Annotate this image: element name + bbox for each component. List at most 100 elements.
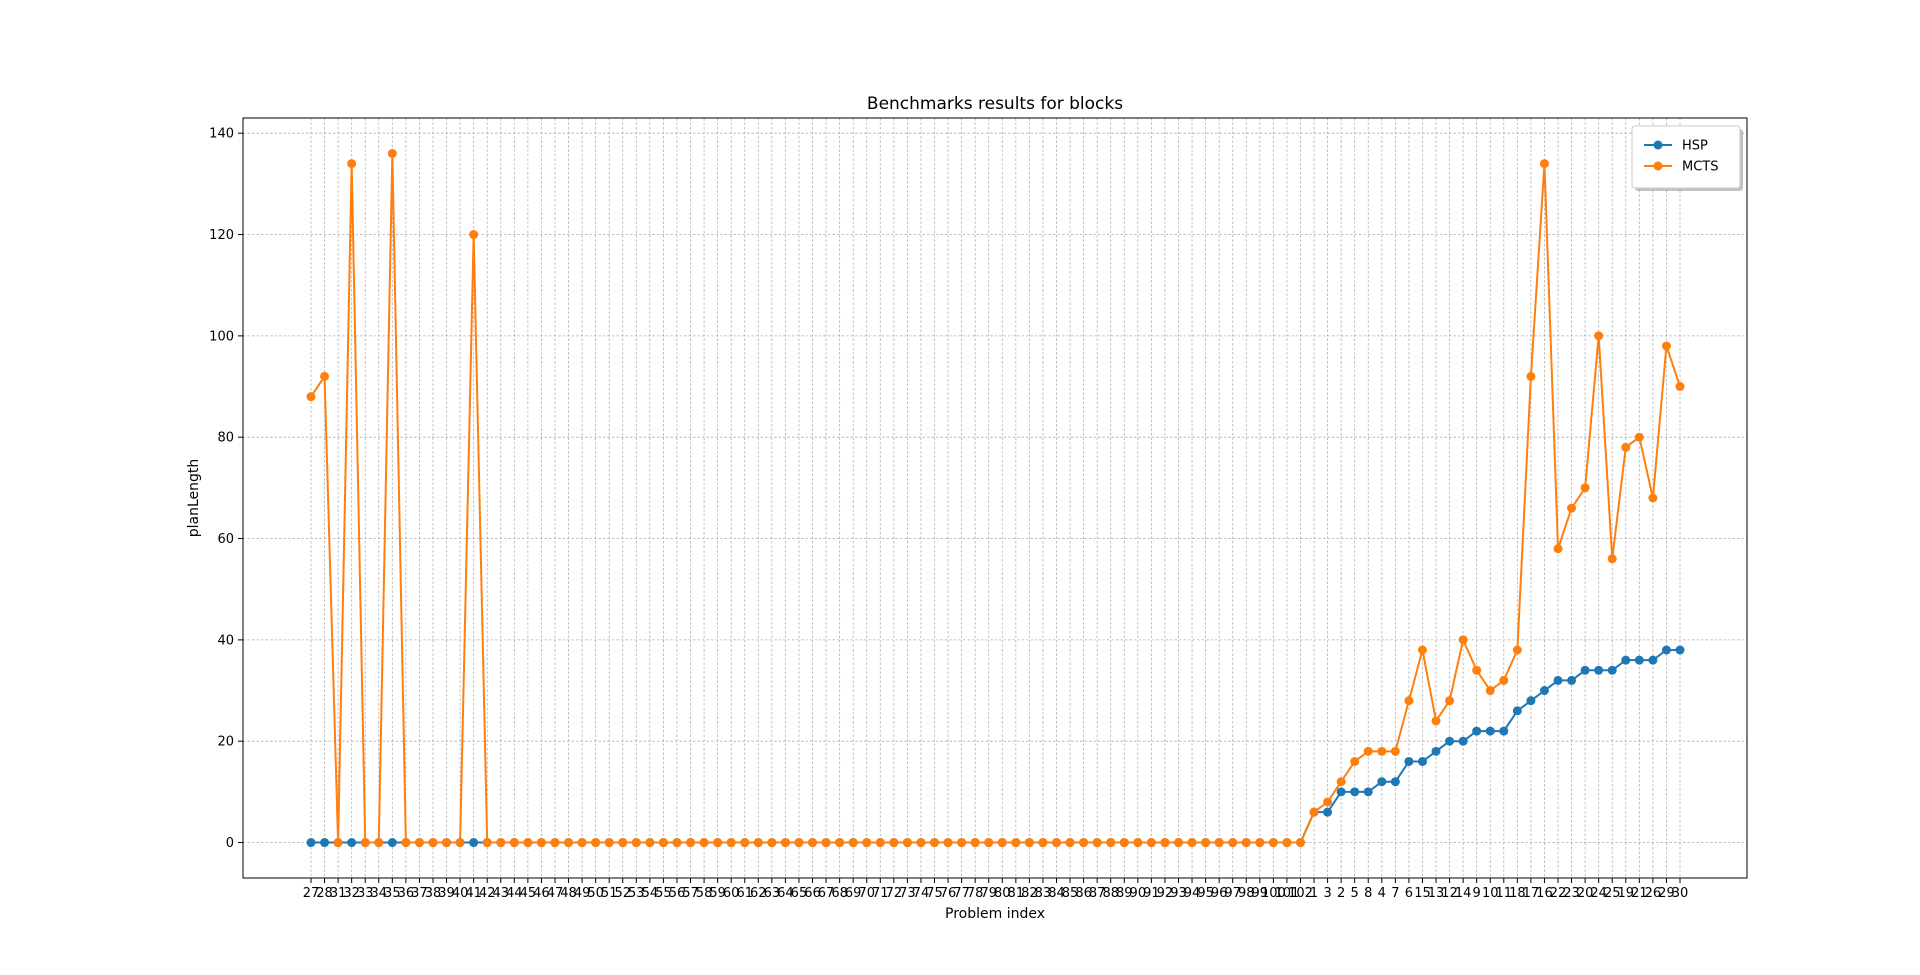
data-point-mcts <box>957 838 967 848</box>
x-tick-label: 55 <box>655 886 672 901</box>
y-tick-label: 140 <box>209 127 234 142</box>
y-tick-label: 0 <box>226 836 234 851</box>
x-tick-label: 4 <box>1378 886 1386 901</box>
data-point-mcts <box>1160 838 1170 848</box>
data-point-hsp <box>1553 675 1563 685</box>
data-point-hsp <box>1485 726 1495 736</box>
data-point-mcts <box>1404 696 1414 706</box>
data-point-mcts <box>1106 838 1116 848</box>
data-point-hsp <box>1417 756 1427 766</box>
data-point-mcts <box>1607 554 1617 564</box>
data-point-mcts <box>604 838 614 848</box>
x-tick-label: 47 <box>547 886 564 901</box>
data-point-mcts <box>523 838 533 848</box>
data-point-mcts <box>347 159 357 169</box>
data-point-mcts <box>1214 838 1224 848</box>
x-tick-label: 72 <box>886 886 903 901</box>
data-point-hsp <box>1675 645 1685 655</box>
legend: HSP MCTS <box>1631 125 1743 191</box>
x-tick-label: 11 <box>1496 886 1513 901</box>
data-point-mcts <box>401 838 411 848</box>
x-tick-label: 53 <box>628 886 645 901</box>
y-tick-label: 120 <box>209 228 234 243</box>
data-point-hsp <box>1594 665 1604 675</box>
x-tick-label: 36 <box>398 886 415 901</box>
data-point-mcts <box>686 838 696 848</box>
x-tick-label: 65 <box>791 886 808 901</box>
data-point-mcts <box>808 838 818 848</box>
x-tick-label: 73 <box>899 886 916 901</box>
y-axis-label: planLength <box>186 459 202 538</box>
y-tick-label: 20 <box>217 735 234 750</box>
data-point-mcts <box>672 838 682 848</box>
data-point-hsp <box>1512 706 1522 716</box>
x-tick-label: 32 <box>343 886 360 901</box>
data-point-mcts <box>442 838 452 848</box>
x-tick-label: 60 <box>723 886 740 901</box>
x-tick-label: 13 <box>1428 886 1445 901</box>
data-point-mcts <box>333 838 343 848</box>
x-axis-label: Problem index <box>945 906 1045 922</box>
y-tick-label: 80 <box>217 431 234 446</box>
data-point-mcts <box>564 838 574 848</box>
data-point-hsp <box>1661 645 1671 655</box>
x-tick-label: 19 <box>1618 886 1635 901</box>
data-point-hsp <box>1648 655 1658 665</box>
data-point-mcts <box>713 838 723 848</box>
data-point-hsp <box>1390 777 1400 787</box>
data-point-mcts <box>618 838 628 848</box>
data-point-mcts <box>1512 645 1522 655</box>
x-tick-label: 39 <box>438 886 455 901</box>
data-point-hsp <box>1539 686 1549 696</box>
x-tick-label: 33 <box>357 886 374 901</box>
x-tick-label: 38 <box>425 886 442 901</box>
x-tick-label: 37 <box>411 886 428 901</box>
data-point-mcts <box>1268 838 1278 848</box>
x-tick-label: 81 <box>1008 886 1025 901</box>
y-tick-label: 60 <box>217 532 234 547</box>
data-point-mcts <box>1445 696 1455 706</box>
x-tick-label: 67 <box>818 886 835 901</box>
chart-title: Benchmarks results for blocks <box>867 94 1123 114</box>
x-tick-label: 77 <box>953 886 970 901</box>
data-point-mcts <box>469 230 479 240</box>
x-tick-label: 29 <box>1658 886 1675 901</box>
x-tick-label: 20 <box>1577 886 1594 901</box>
x-tick-label: 93 <box>1170 886 1187 901</box>
data-point-mcts <box>1228 838 1238 848</box>
x-tick-label: 14 <box>1455 886 1472 901</box>
x-tick-label: 80 <box>994 886 1011 901</box>
data-point-hsp <box>1323 807 1333 817</box>
x-tick-label: 96 <box>1211 886 1228 901</box>
data-point-mcts <box>794 838 804 848</box>
data-point-mcts <box>984 838 994 848</box>
x-tick-label: 86 <box>1075 886 1092 901</box>
data-point-mcts <box>536 838 546 848</box>
x-tick-label: 56 <box>669 886 686 901</box>
data-point-mcts <box>1553 544 1563 554</box>
data-point-hsp <box>387 838 397 848</box>
x-tick-label: 91 <box>1143 886 1160 901</box>
data-point-mcts <box>1187 838 1197 848</box>
data-point-mcts <box>1024 838 1034 848</box>
data-point-hsp <box>1336 787 1346 797</box>
data-point-mcts <box>862 838 872 848</box>
data-point-mcts <box>875 838 885 848</box>
x-tick-label: 10 <box>1482 886 1499 901</box>
x-tick-label: 84 <box>1048 886 1065 901</box>
data-point-mcts <box>1417 645 1427 655</box>
x-tick-label: 88 <box>1102 886 1119 901</box>
x-tick-label: 46 <box>533 886 550 901</box>
data-point-hsp <box>1350 787 1360 797</box>
x-tick-label: 99 <box>1252 886 1269 901</box>
data-point-mcts <box>780 838 790 848</box>
data-point-mcts <box>482 838 492 848</box>
data-point-mcts <box>550 838 560 848</box>
x-tick-label: 5 <box>1351 886 1359 901</box>
x-tick-label: 71 <box>872 886 889 901</box>
x-tick-label: 50 <box>587 886 604 901</box>
data-point-mcts <box>1350 756 1360 766</box>
x-tick-label: 24 <box>1590 886 1607 901</box>
x-tick-label: 45 <box>520 886 537 901</box>
legend-swatch-marker <box>1653 161 1663 171</box>
